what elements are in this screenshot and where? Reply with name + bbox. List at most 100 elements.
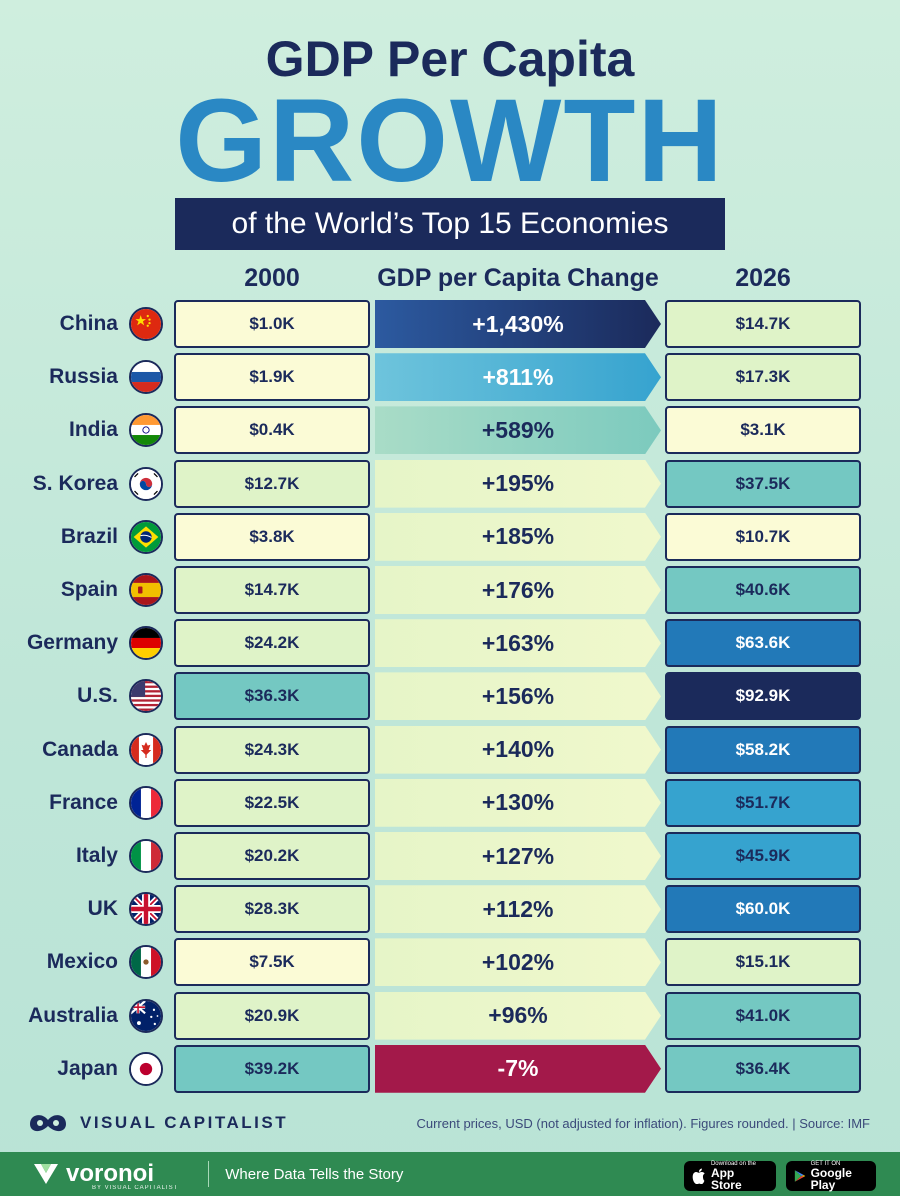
value-2026-cell: $41.0K	[665, 991, 861, 1040]
flag-icon	[129, 626, 163, 661]
value-2000-cell: $22.5K	[174, 778, 370, 827]
value-2000-cell: $7.5K	[174, 938, 370, 987]
country-label: India	[68, 418, 118, 442]
table-row: Spain $14.7K +176% $40.6K	[0, 566, 900, 614]
value-2000-cell: $24.2K	[174, 619, 370, 668]
country-label: Russia	[49, 365, 118, 389]
app-store-badge[interactable]: Download on the App Store	[684, 1161, 776, 1191]
value-2000-cell: $14.7K	[174, 566, 370, 614]
change-arrow: +176%	[375, 566, 661, 614]
title-line1: GDP Per Capita	[265, 31, 635, 87]
value-2026-cell: $15.1K	[665, 938, 861, 987]
change-arrow: +130%	[375, 778, 661, 827]
flag-icon	[129, 785, 163, 820]
change-arrow: +1,430%	[375, 300, 661, 348]
value-2000-cell: $20.9K	[174, 991, 370, 1040]
country-label: U.S.	[77, 684, 118, 708]
value-2000-cell: $3.8K	[174, 512, 370, 561]
value-2000-cell: $36.3K	[174, 672, 370, 721]
google-play-badge[interactable]: GET IT ON Google Play	[786, 1161, 876, 1191]
value-2026-cell: $45.9K	[665, 832, 861, 880]
country-label: Brazil	[60, 524, 118, 548]
country-label: Australia	[28, 1003, 118, 1027]
flag-icon	[129, 519, 163, 554]
change-arrow: +96%	[375, 991, 661, 1040]
table-row: Australia $20.9K +96% $41.0K	[0, 991, 900, 1040]
value-2000-cell: $1.9K	[174, 353, 370, 402]
visual-capitalist-brand: VISUAL CAPITALIST	[28, 1110, 288, 1136]
table-row: India $0.4K +589% $3.1K	[0, 406, 900, 455]
apple-icon	[692, 1168, 705, 1184]
app-store-small: Download on the	[710, 1161, 756, 1167]
flag-icon	[129, 679, 163, 714]
change-arrow: +112%	[375, 885, 661, 934]
flag-icon	[129, 945, 163, 980]
voronoi-logo[interactable]: voronoi BY VISUAL CAPITALIST	[32, 1157, 178, 1191]
table-row: Canada $24.3K +140% $58.2K	[0, 725, 900, 774]
country-label: Japan	[57, 1056, 118, 1080]
value-2026-cell: $60.0K	[665, 885, 861, 934]
country-label: Italy	[75, 844, 118, 867]
value-2000-cell: $12.7K	[174, 459, 370, 508]
table-row: Mexico $7.5K +102% $15.1K	[0, 938, 900, 987]
column-header-change: GDP per Capita Change	[377, 264, 659, 292]
change-arrow: -7%	[375, 1044, 661, 1093]
column-header-2026: 2026	[735, 264, 791, 292]
value-2026-cell: $17.3K	[665, 353, 861, 402]
value-2000-cell: $1.0K	[174, 300, 370, 348]
value-2026-cell: $63.6K	[665, 619, 861, 668]
flag-icon	[129, 998, 163, 1033]
voronoi-wordmark: voronoi	[66, 1160, 154, 1187]
tagline: Where Data Tells the Story	[225, 1165, 404, 1183]
subtitle: of the World’s Top 15 Economies	[231, 207, 669, 240]
column-header-2000: 2000	[244, 264, 300, 292]
value-2000-cell: $0.4K	[174, 406, 370, 455]
country-label: China	[59, 312, 118, 335]
value-2026-cell: $92.9K	[665, 672, 861, 721]
flag-icon	[129, 892, 163, 927]
google-play-icon	[794, 1170, 806, 1182]
bottom-bar: voronoi BY VISUAL CAPITALIST Where Data …	[0, 1152, 900, 1196]
country-label: S. Korea	[32, 471, 118, 495]
table-row: Japan $39.2K -7% $36.4K	[0, 1044, 900, 1093]
value-2026-cell: $51.7K	[665, 778, 861, 827]
country-label: Germany	[26, 631, 118, 655]
table-row: S. Korea $12.7K +195% $37.5K	[0, 459, 900, 508]
table-row: U.S. $36.3K +156% $92.9K	[0, 672, 900, 721]
google-play-small: GET IT ON	[810, 1161, 841, 1167]
flag-icon	[129, 466, 163, 501]
flag-icon	[129, 839, 163, 873]
change-arrow: +140%	[375, 725, 661, 774]
country-label: Spain	[60, 578, 118, 601]
change-arrow: +102%	[375, 938, 661, 987]
subtitle-banner: of the World’s Top 15 Economies	[175, 198, 725, 250]
change-arrow: +589%	[375, 406, 661, 455]
flag-icon	[129, 732, 163, 767]
app-store-big: App Store	[710, 1166, 742, 1192]
value-2026-cell: $36.4K	[665, 1044, 861, 1093]
change-arrow: +811%	[375, 353, 661, 402]
table-row: Germany $24.2K +163% $63.6K	[0, 619, 900, 668]
value-2026-cell: $10.7K	[665, 512, 861, 561]
table-row: UK $28.3K +112% $60.0K	[0, 885, 900, 934]
flag-icon	[129, 573, 163, 607]
flag-icon	[129, 413, 163, 448]
table-row: Brazil $3.8K +185% $10.7K	[0, 512, 900, 561]
flag-icon	[129, 360, 163, 395]
value-2000-cell: $20.2K	[174, 832, 370, 880]
footer-divider	[208, 1161, 210, 1187]
table-row: France $22.5K +130% $51.7K	[0, 778, 900, 827]
change-arrow: +127%	[375, 832, 661, 880]
change-arrow: +185%	[375, 512, 661, 561]
voronoi-icon	[34, 1164, 58, 1184]
brand-name: VISUAL CAPITALIST	[80, 1113, 289, 1132]
source-note: Current prices, USD (not adjusted for in…	[416, 1116, 870, 1131]
value-2026-cell: $40.6K	[665, 566, 861, 614]
change-arrow: +156%	[375, 672, 661, 721]
value-2026-cell: $3.1K	[665, 406, 861, 455]
flag-icon	[129, 307, 163, 341]
visual-capitalist-logo-icon	[30, 1115, 66, 1132]
country-label: UK	[87, 897, 118, 921]
country-label: France	[49, 790, 118, 814]
table-row: Russia $1.9K +811% $17.3K	[0, 353, 900, 402]
